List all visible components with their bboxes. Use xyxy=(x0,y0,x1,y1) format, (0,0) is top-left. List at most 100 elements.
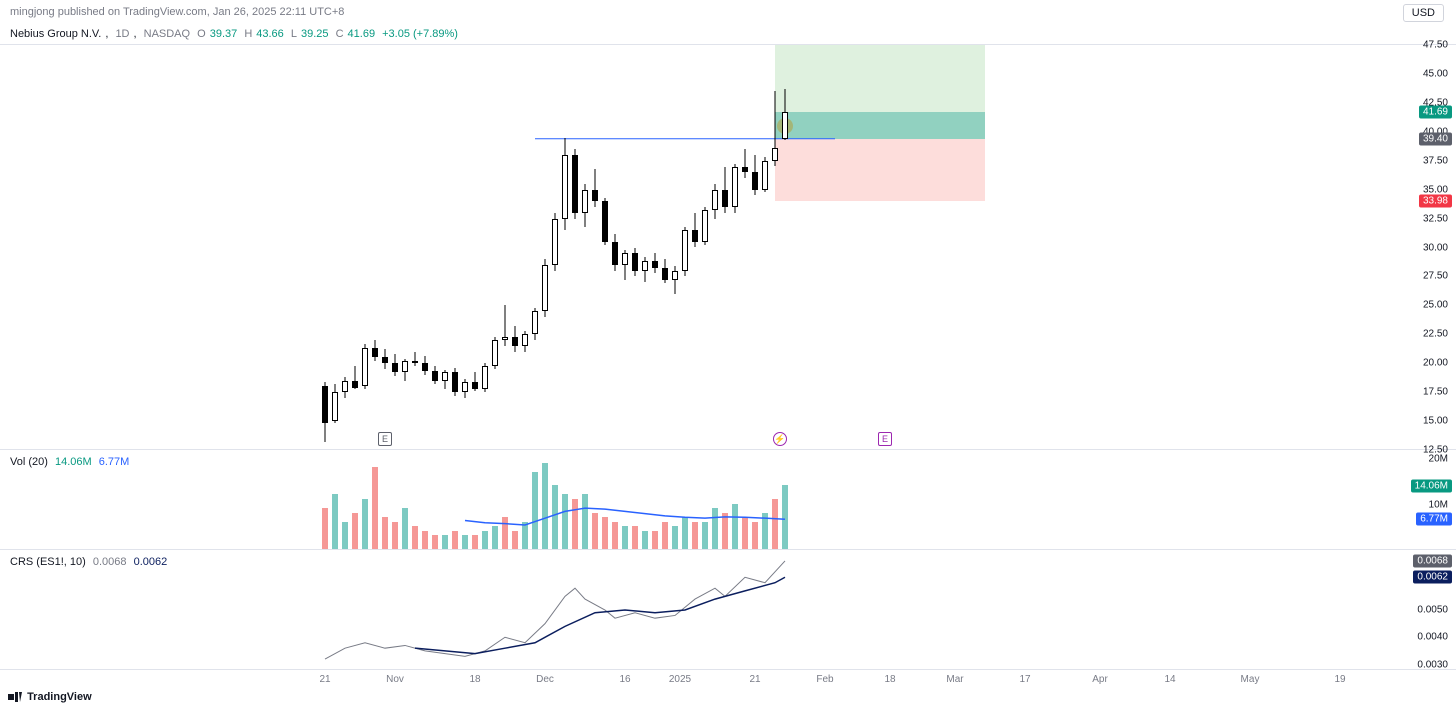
volume-bar xyxy=(652,531,658,549)
ohlc-l: 39.25 xyxy=(301,28,329,40)
site: published on TradingView.com, xyxy=(58,6,210,18)
timeframe: 1D xyxy=(115,28,129,40)
exchange: NASDAQ xyxy=(144,28,190,40)
x-tick: Nov xyxy=(386,674,404,685)
volume-bar xyxy=(782,485,788,549)
volume-bar xyxy=(512,531,518,549)
chart-marker: ⚡ xyxy=(773,432,787,446)
x-tick: 18 xyxy=(469,674,480,685)
crs-chart[interactable]: CRS (ES1!, 10) 0.0068 0.0062 0.0050 0.004… xyxy=(0,550,1456,670)
volume-bar xyxy=(452,531,458,549)
price-chart[interactable]: 47.5045.0042.5040.0037.5035.0032.5030.00… xyxy=(0,45,1456,450)
volume-bar xyxy=(752,522,758,549)
volume-bar xyxy=(382,517,388,549)
y-tick: 0.0050 xyxy=(1417,605,1448,616)
volume-bar xyxy=(472,535,478,549)
volume-badge: 14.06M xyxy=(1411,480,1452,493)
volume-bar xyxy=(352,513,358,549)
x-tick: 14 xyxy=(1164,674,1175,685)
volume-bar xyxy=(692,522,698,549)
ohlc-o: 39.37 xyxy=(210,28,238,40)
timestamp: Jan 26, 2025 22:11 UTC+8 xyxy=(213,6,345,18)
time-axis[interactable]: 21Nov18Dec16202521Feb18Mar17Apr14May19 xyxy=(0,670,1456,690)
volume-bar xyxy=(682,517,688,549)
y-tick: 35.00 xyxy=(1423,184,1448,195)
y-tick: 10M xyxy=(1429,499,1448,510)
chart-area[interactable]: 47.5045.0042.5040.0037.5035.0032.5030.00… xyxy=(0,45,1456,690)
volume-bar xyxy=(712,508,718,549)
volume-bar xyxy=(602,517,608,549)
volume-y-axis[interactable]: 20M 10M 14.06M 6.77M xyxy=(1396,450,1456,549)
volume-bar xyxy=(742,517,748,549)
price-badge: 41.69 xyxy=(1419,106,1452,119)
volume-bar xyxy=(432,535,438,549)
y-tick: 27.50 xyxy=(1423,271,1448,282)
volume-label: Vol (20) 14.06M 6.77M xyxy=(10,456,133,468)
volume-bar xyxy=(322,508,328,549)
volume-bar xyxy=(462,535,468,549)
publish-header: mingjong published on TradingView.com, J… xyxy=(0,0,1456,24)
symbol-name: Nebius Group N.V. xyxy=(10,28,101,40)
y-tick: 32.50 xyxy=(1423,213,1448,224)
volume-bar xyxy=(592,513,598,549)
price-y-axis[interactable]: 47.5045.0042.5040.0037.5035.0032.5030.00… xyxy=(1396,45,1456,449)
x-tick: Apr xyxy=(1092,674,1108,685)
footer-logo[interactable]: TradingView xyxy=(8,691,92,703)
volume-bar xyxy=(412,526,418,549)
volume-bar xyxy=(722,513,728,549)
volume-bar xyxy=(442,535,448,549)
x-tick: 16 xyxy=(619,674,630,685)
y-tick: 17.50 xyxy=(1423,387,1448,398)
crs-label: CRS (ES1!, 10) 0.0068 0.0062 xyxy=(10,556,171,568)
volume-bar xyxy=(492,526,498,549)
publisher: mingjong xyxy=(10,6,55,18)
volume-bar xyxy=(632,526,638,549)
volume-bar xyxy=(422,531,428,549)
volume-bar xyxy=(572,499,578,549)
chart-marker: E xyxy=(378,432,392,446)
volume-bar xyxy=(482,531,488,549)
ohlc-c: 41.69 xyxy=(348,28,376,40)
currency-badge[interactable]: USD xyxy=(1403,4,1444,22)
y-tick: 37.50 xyxy=(1423,155,1448,166)
x-tick: 21 xyxy=(319,674,330,685)
y-tick: 20M xyxy=(1429,454,1448,465)
volume-badge: 6.77M xyxy=(1416,513,1452,526)
x-tick: Dec xyxy=(536,674,554,685)
volume-bar xyxy=(522,522,528,549)
volume-bar xyxy=(642,531,648,549)
x-tick: May xyxy=(1241,674,1260,685)
price-badge: 39.40 xyxy=(1419,132,1452,145)
x-tick: 21 xyxy=(749,674,760,685)
volume-bar xyxy=(612,522,618,549)
volume-bar xyxy=(542,463,548,549)
x-tick: 19 xyxy=(1334,674,1345,685)
volume-bar xyxy=(732,504,738,549)
y-tick: 30.00 xyxy=(1423,242,1448,253)
volume-bar xyxy=(532,472,538,549)
y-tick: 15.00 xyxy=(1423,416,1448,427)
crs-y-axis[interactable]: 0.00500.00400.00300.00680.0062 xyxy=(1396,550,1456,669)
x-tick: 17 xyxy=(1019,674,1030,685)
volume-bar xyxy=(772,499,778,549)
volume-bar xyxy=(562,494,568,549)
loss-zone xyxy=(775,139,985,202)
y-tick: 22.50 xyxy=(1423,329,1448,340)
volume-bar xyxy=(582,494,588,549)
y-tick: 47.50 xyxy=(1423,40,1448,51)
x-tick: 2025 xyxy=(669,674,691,685)
volume-bar xyxy=(702,522,708,549)
ohlc-h: 43.66 xyxy=(256,28,284,40)
volume-bar xyxy=(502,517,508,549)
tradingview-icon xyxy=(8,692,22,702)
y-tick: 0.0040 xyxy=(1417,632,1448,643)
crs-badge: 0.0062 xyxy=(1413,571,1452,584)
volume-bar xyxy=(672,526,678,549)
y-tick: 20.00 xyxy=(1423,358,1448,369)
volume-bar xyxy=(762,513,768,549)
crs-badge: 0.0068 xyxy=(1413,554,1452,567)
y-tick: 25.00 xyxy=(1423,300,1448,311)
volume-bar xyxy=(392,522,398,549)
volume-bar xyxy=(362,499,368,549)
volume-chart[interactable]: Vol (20) 14.06M 6.77M 20M 10M 14.06M 6.77M xyxy=(0,450,1456,550)
